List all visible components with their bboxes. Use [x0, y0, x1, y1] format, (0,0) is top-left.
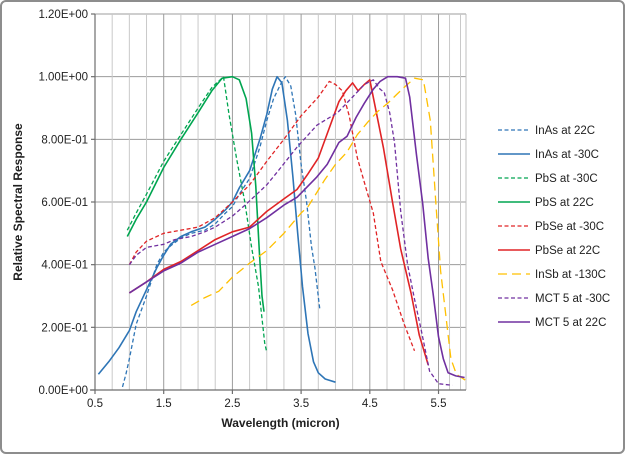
y-tick-label: 1.00E+00 — [38, 72, 88, 84]
legend-item-PbS-at-22C[interactable]: PbS at 22C — [498, 197, 594, 209]
y-tick-label: 0.00E+00 — [38, 385, 88, 397]
y-tick-label: 1.20E+00 — [38, 9, 88, 21]
legend-label: PbS at 22C — [535, 197, 594, 209]
series-line-InAs-at--30C[interactable] — [97, 75, 336, 383]
series-line-PbSe-at-22C[interactable] — [128, 79, 429, 366]
series-line-MCT-5-at-22C[interactable] — [128, 75, 465, 379]
legend-item-MCT-5-at--30C[interactable]: MCT 5 at -30C — [498, 293, 610, 305]
series-line-InAs-at-22C[interactable] — [121, 76, 321, 388]
legend-item-InAs-at--30C[interactable]: InAs at -30C — [498, 149, 599, 161]
legend-label: PbS at -30C — [535, 173, 598, 185]
legend-label: PbSe at 22C — [535, 245, 600, 257]
x-tick-label: 0.5 — [87, 398, 103, 410]
legend-label: MCT 5 at -30C — [535, 293, 610, 305]
legend-item-MCT-5-at-22C[interactable]: MCT 5 at 22C — [498, 317, 606, 329]
x-tick-label: 1.5 — [156, 398, 172, 410]
legend-item-InAs-at-22C[interactable]: InAs at 22C — [498, 125, 595, 137]
y-tick-label: 2.00E-01 — [41, 322, 88, 334]
legend-label: InSb at -130C — [535, 269, 606, 281]
y-tick-label: 4.00E-01 — [41, 260, 88, 272]
legend-item-PbSe-at--30C[interactable]: PbSe at -30C — [498, 221, 604, 233]
x-tick-label: 2.5 — [224, 398, 240, 410]
legend-label: MCT 5 at 22C — [535, 317, 606, 329]
series-line-PbS-at--30C[interactable] — [126, 76, 268, 353]
series-line-PbSe-at--30C[interactable] — [128, 80, 416, 352]
y-axis-title: Relative Spectral Response — [11, 123, 25, 281]
x-tick-label: 5.5 — [431, 398, 447, 410]
series-line-PbS-at-22C[interactable] — [126, 75, 265, 312]
legend-label: InAs at -30C — [535, 149, 599, 161]
x-axis-title: Wavelength (micron) — [221, 416, 340, 430]
legend-item-InSb-at--130C[interactable]: InSb at -130C — [498, 269, 606, 281]
x-tick-label: 4.5 — [362, 398, 378, 410]
legend-label: PbSe at -30C — [535, 221, 604, 233]
legend-item-PbS-at--30C[interactable]: PbS at -30C — [498, 173, 598, 185]
y-tick-label: 6.00E-01 — [41, 197, 88, 209]
y-tick-label: 8.00E-01 — [41, 134, 88, 146]
legend-label: InAs at 22C — [535, 125, 595, 137]
legend-item-PbSe-at-22C[interactable]: PbSe at 22C — [498, 245, 600, 257]
series-line-MCT-5-at--30C[interactable] — [128, 79, 453, 386]
series-line-InSb-at--130C[interactable] — [190, 77, 467, 382]
x-tick-label: 3.5 — [293, 398, 309, 410]
